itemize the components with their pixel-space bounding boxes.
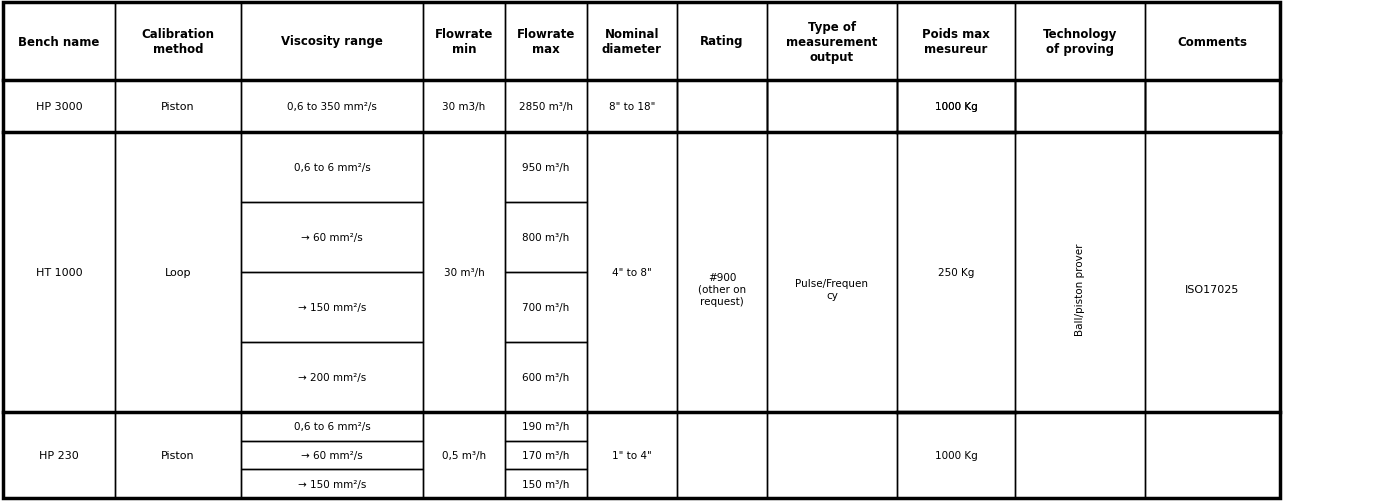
Text: 1000 Kg: 1000 Kg xyxy=(935,450,978,460)
Bar xyxy=(897,81,1016,133)
Bar xyxy=(115,3,241,81)
Bar xyxy=(1144,3,1280,81)
Bar xyxy=(422,81,505,133)
Text: Piston: Piston xyxy=(161,102,194,112)
Text: Flowrate
max: Flowrate max xyxy=(516,28,575,56)
Bar xyxy=(3,133,115,412)
Bar xyxy=(115,412,241,498)
Text: Poids max
mesureur: Poids max mesureur xyxy=(922,28,990,56)
Bar xyxy=(1016,81,1144,133)
Bar xyxy=(897,81,1016,133)
Text: 150 m³/h: 150 m³/h xyxy=(522,479,569,488)
Bar xyxy=(505,412,588,441)
Text: Viscosity range: Viscosity range xyxy=(281,36,383,49)
Bar xyxy=(677,3,767,81)
Text: #900
(other on
request): #900 (other on request) xyxy=(698,273,746,306)
Bar xyxy=(241,469,422,498)
Bar xyxy=(1016,3,1144,81)
Text: Flowrate
min: Flowrate min xyxy=(435,28,494,56)
Bar xyxy=(677,81,767,133)
Bar xyxy=(422,133,505,412)
Bar xyxy=(1144,81,1280,498)
Text: 250 Kg: 250 Kg xyxy=(937,268,974,278)
Text: → 150 mm²/s: → 150 mm²/s xyxy=(298,479,367,488)
Text: Rating: Rating xyxy=(701,36,744,49)
Bar xyxy=(241,3,422,81)
Bar xyxy=(897,412,1016,498)
Text: 1" to 4": 1" to 4" xyxy=(613,450,652,460)
Text: 0,6 to 6 mm²/s: 0,6 to 6 mm²/s xyxy=(294,421,371,431)
Text: → 150 mm²/s: → 150 mm²/s xyxy=(298,303,367,313)
Text: Nominal
diameter: Nominal diameter xyxy=(602,28,662,56)
Bar xyxy=(1016,81,1144,498)
Bar xyxy=(115,133,241,412)
Text: → 200 mm²/s: → 200 mm²/s xyxy=(298,372,367,382)
Bar xyxy=(897,3,1016,81)
Text: HP 230: HP 230 xyxy=(39,450,78,460)
Text: 0,6 to 350 mm²/s: 0,6 to 350 mm²/s xyxy=(287,102,376,112)
Text: Technology
of proving: Technology of proving xyxy=(1042,28,1118,56)
Text: 2850 m³/h: 2850 m³/h xyxy=(519,102,574,112)
Bar xyxy=(3,81,115,133)
Text: 170 m³/h: 170 m³/h xyxy=(522,450,569,460)
Bar xyxy=(505,3,588,81)
Text: 8" to 18": 8" to 18" xyxy=(609,102,655,112)
Bar xyxy=(3,3,115,81)
Bar xyxy=(241,342,422,412)
Text: Bench name: Bench name xyxy=(18,36,99,49)
Bar xyxy=(767,81,897,133)
Text: 0,5 m³/h: 0,5 m³/h xyxy=(442,450,485,460)
Bar xyxy=(588,133,677,412)
Text: Pulse/Frequen
cy: Pulse/Frequen cy xyxy=(796,279,869,300)
Bar xyxy=(767,3,897,81)
Text: → 60 mm²/s: → 60 mm²/s xyxy=(301,232,362,242)
Bar xyxy=(767,81,897,498)
Text: 950 m³/h: 950 m³/h xyxy=(522,163,569,173)
Text: ISO17025: ISO17025 xyxy=(1185,285,1240,295)
Bar xyxy=(505,81,588,133)
Bar xyxy=(505,202,588,273)
Text: 30 m³/h: 30 m³/h xyxy=(443,268,484,278)
Bar xyxy=(241,412,422,441)
Text: 0,6 to 6 mm²/s: 0,6 to 6 mm²/s xyxy=(294,163,371,173)
Text: 1000 Kg: 1000 Kg xyxy=(935,102,978,112)
Text: 800 m³/h: 800 m³/h xyxy=(522,232,569,242)
Text: HT 1000: HT 1000 xyxy=(36,268,83,278)
Text: Calibration
method: Calibration method xyxy=(141,28,214,56)
Bar xyxy=(3,412,115,498)
Bar xyxy=(505,441,588,469)
Text: 30 m3/h: 30 m3/h xyxy=(442,102,485,112)
Bar xyxy=(422,412,505,498)
Bar xyxy=(677,81,767,498)
Bar xyxy=(1144,81,1280,133)
Text: Piston: Piston xyxy=(161,450,194,460)
Bar xyxy=(115,81,241,133)
Bar xyxy=(505,133,588,202)
Bar xyxy=(505,273,588,342)
Text: Type of
measurement
output: Type of measurement output xyxy=(786,21,877,63)
Bar xyxy=(422,3,505,81)
Text: Comments: Comments xyxy=(1178,36,1248,49)
Bar xyxy=(588,3,677,81)
Text: Loop: Loop xyxy=(165,268,192,278)
Text: HP 3000: HP 3000 xyxy=(36,102,83,112)
Bar xyxy=(588,412,677,498)
Text: 600 m³/h: 600 m³/h xyxy=(522,372,569,382)
Bar xyxy=(241,273,422,342)
Bar xyxy=(897,133,1016,412)
Text: 700 m³/h: 700 m³/h xyxy=(522,303,569,313)
Bar xyxy=(241,202,422,273)
Text: 4" to 8": 4" to 8" xyxy=(613,268,652,278)
Bar xyxy=(505,342,588,412)
Text: 1000 Kg: 1000 Kg xyxy=(935,102,978,112)
Bar xyxy=(241,81,422,133)
Bar xyxy=(588,81,677,133)
Bar xyxy=(241,133,422,202)
Text: Ball/piston prover: Ball/piston prover xyxy=(1074,243,1086,336)
Text: 190 m³/h: 190 m³/h xyxy=(522,421,569,431)
Text: → 60 mm²/s: → 60 mm²/s xyxy=(301,450,362,460)
Bar xyxy=(505,469,588,498)
Bar xyxy=(241,441,422,469)
